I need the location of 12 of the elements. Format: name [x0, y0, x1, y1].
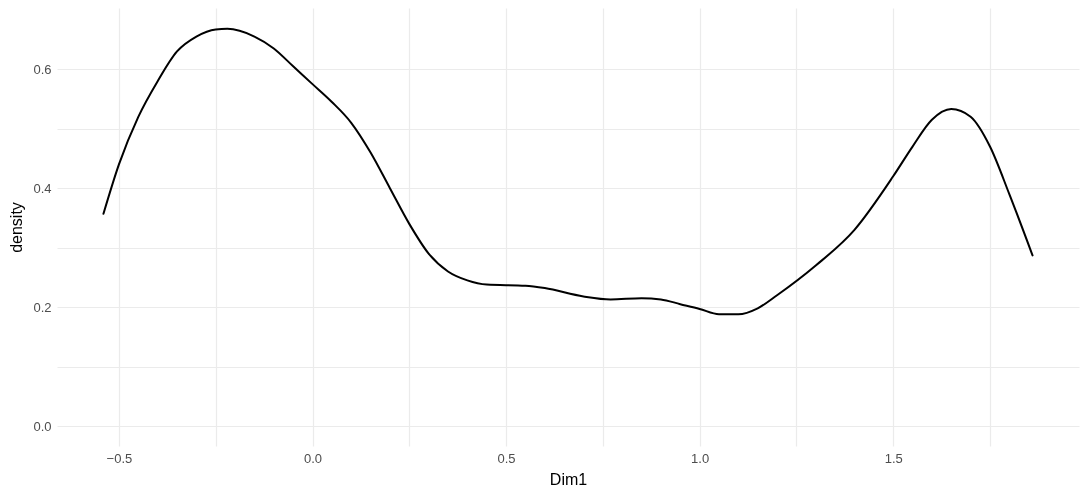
y-tick-label: 0.6 [33, 61, 52, 77]
x-tick-label: −0.5 [106, 450, 133, 466]
y-tick-label: 0.4 [33, 180, 52, 196]
x-axis-title: Dim1 [549, 470, 588, 488]
x-tick-label: 1.5 [884, 450, 903, 466]
y-axis-title: density [8, 202, 26, 253]
y-tick-label: 0.2 [33, 299, 52, 315]
y-tick-label: 0.0 [33, 418, 52, 434]
x-tick-label: 1.0 [691, 450, 710, 466]
line-series [102, 27, 1034, 316]
x-tick-label: 0.0 [303, 450, 323, 466]
x-tick-label: 0.5 [497, 450, 516, 466]
